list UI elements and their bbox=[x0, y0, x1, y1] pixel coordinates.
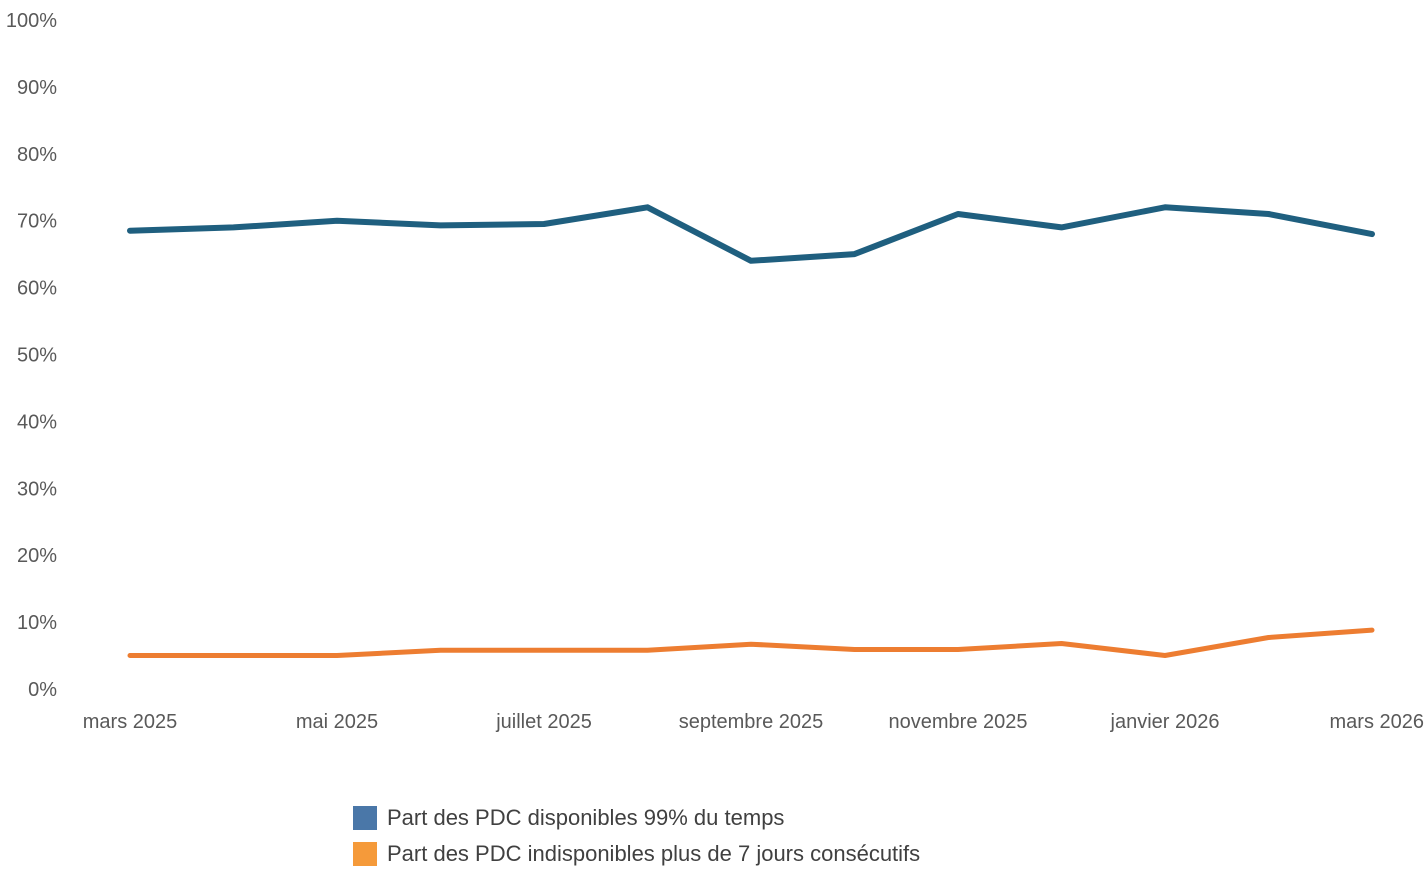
y-axis-ticks: 0% 10% 20% 30% 40% 50% 60% 70% 80% 90% 100% bbox=[6, 10, 57, 701]
series-lines bbox=[127, 204, 1375, 658]
legend-swatch-unavailable bbox=[353, 842, 377, 866]
x-axis-ticks: mars 2025 mai 2025 juillet 2025 septembre 2… bbox=[83, 711, 1424, 733]
x-tick-label: novembre 2025 bbox=[889, 711, 1028, 733]
legend-swatch-available bbox=[353, 806, 377, 830]
y-tick-label: 100% bbox=[6, 10, 57, 32]
y-tick-label: 90% bbox=[17, 77, 57, 99]
y-tick-label: 10% bbox=[17, 612, 57, 634]
series-line-1 bbox=[127, 627, 1375, 658]
x-tick-label: janvier 2026 bbox=[1110, 711, 1220, 733]
y-tick-label: 60% bbox=[17, 278, 57, 300]
y-tick-label: 30% bbox=[17, 478, 57, 500]
x-tick-label: mai 2025 bbox=[296, 711, 378, 733]
y-tick-label: 70% bbox=[17, 211, 57, 233]
legend-item-unavailable: Part des PDC indisponibles plus de 7 jou… bbox=[353, 836, 920, 872]
x-tick-label: mars 2026 bbox=[1330, 711, 1425, 733]
legend-label-unavailable: Part des PDC indisponibles plus de 7 jou… bbox=[387, 841, 921, 866]
legend-item-available: Part des PDC disponibles 99% du temps bbox=[353, 800, 920, 836]
y-tick-label: 80% bbox=[17, 144, 57, 166]
y-tick-label: 50% bbox=[17, 345, 57, 367]
x-tick-label: mars 2025 bbox=[83, 711, 178, 733]
y-tick-label: 0% bbox=[28, 679, 57, 701]
legend-label-available: Part des PDC disponibles 99% du temps bbox=[387, 805, 785, 830]
y-tick-label: 20% bbox=[17, 545, 57, 567]
series-line-0 bbox=[127, 204, 1375, 264]
y-tick-label: 40% bbox=[17, 411, 57, 433]
x-tick-label: septembre 2025 bbox=[679, 711, 824, 733]
x-tick-label: juillet 2025 bbox=[495, 711, 592, 733]
legend: Part des PDC disponibles 99% du temps Pa… bbox=[353, 800, 920, 872]
